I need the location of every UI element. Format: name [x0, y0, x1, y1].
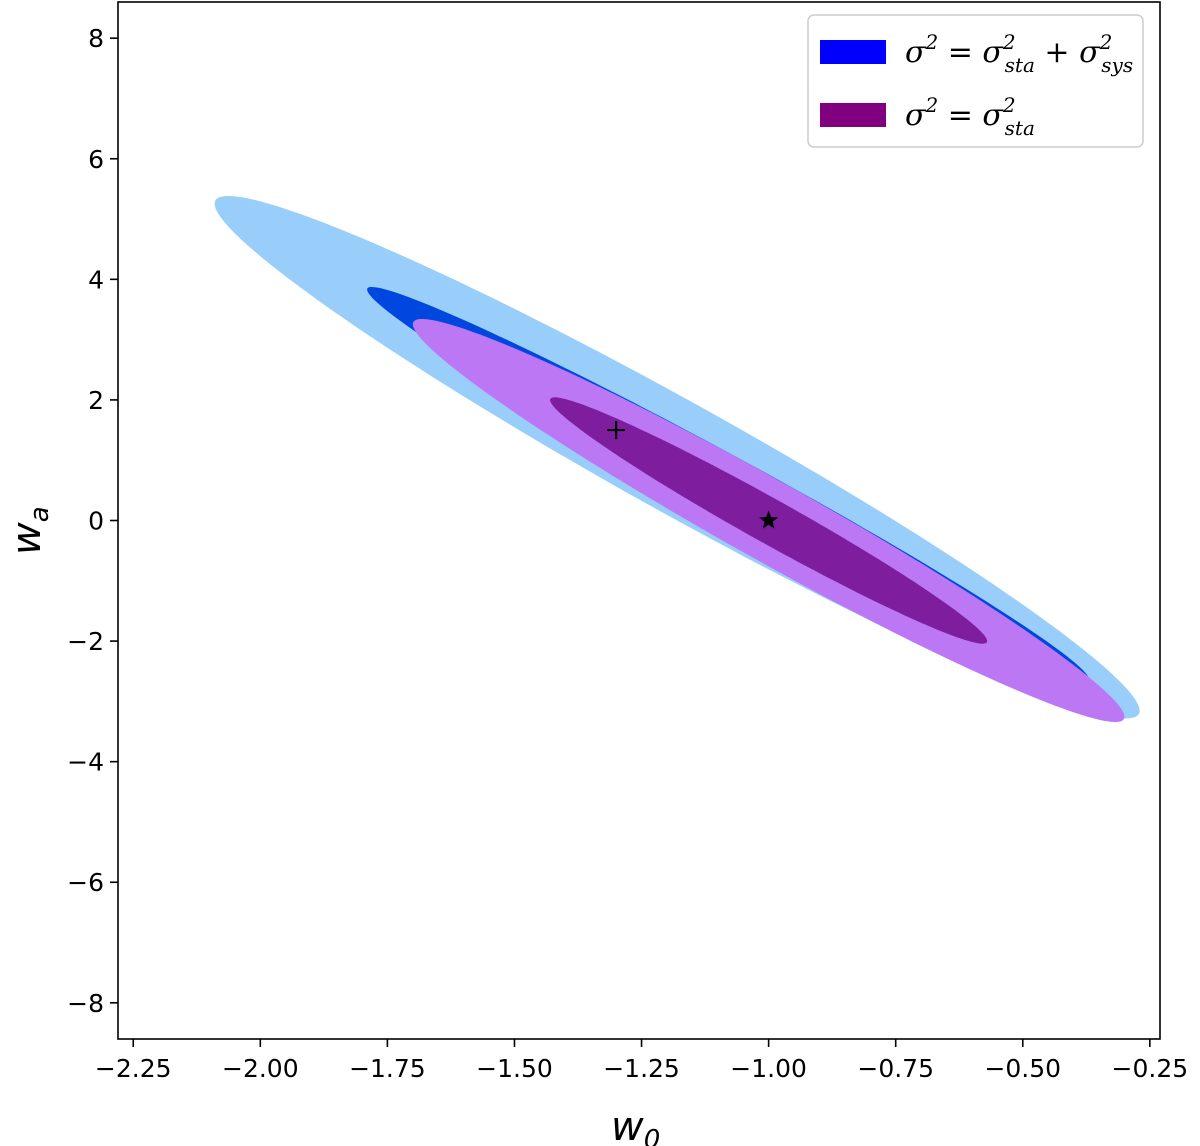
x-axis-ticks: −2.25 −2.00 −1.75 −1.50 −1.25 −1.00 −0.75 −0.50…	[95, 1039, 1188, 1083]
y-tick-label: 4	[88, 265, 104, 294]
contour-regions	[214, 195, 1140, 722]
plus-marker	[607, 421, 626, 440]
x-tick-label: −1.00	[730, 1054, 807, 1083]
x-tick-label: −1.25	[603, 1054, 680, 1083]
legend-label: σ2 = σ2 sta + σ2 sys	[905, 30, 1133, 77]
x-tick-label: −0.25	[1112, 1054, 1189, 1083]
y-tick-label: 2	[88, 386, 104, 415]
x-tick-label: −1.50	[476, 1054, 553, 1083]
x-tick-label: −1.75	[349, 1054, 426, 1083]
y-axis-label: wa	[4, 506, 55, 555]
legend-swatch	[820, 103, 886, 127]
legend: σ2 = σ2 sta + σ2 sys σ2 = σ2 sta	[807, 14, 1144, 148]
y-tick-label: −6	[67, 868, 104, 897]
x-tick-label: −2.00	[222, 1054, 299, 1083]
plot-frame	[117, 1, 1161, 1040]
y-tick-label: −2	[67, 627, 104, 656]
y-tick-label: −8	[67, 989, 104, 1018]
y-tick-label: −4	[67, 748, 104, 777]
x-tick-label: −0.75	[857, 1054, 934, 1083]
y-tick-label: 8	[88, 24, 104, 53]
markers	[607, 421, 779, 529]
legend-swatch	[820, 40, 886, 64]
x-tick-label: −2.25	[95, 1054, 172, 1083]
legend-label: σ2 = σ2 sta	[905, 93, 1035, 140]
legend-box	[807, 14, 1144, 148]
y-axis-ticks: 8 6 4 2 0 −2 −4 −6 −8	[67, 24, 118, 1018]
star-marker	[759, 510, 779, 529]
y-tick-label: 0	[88, 507, 104, 536]
x-tick-label: −0.50	[984, 1054, 1061, 1083]
x-axis-label: w0	[611, 1104, 660, 1146]
y-tick-label: 6	[88, 145, 104, 174]
